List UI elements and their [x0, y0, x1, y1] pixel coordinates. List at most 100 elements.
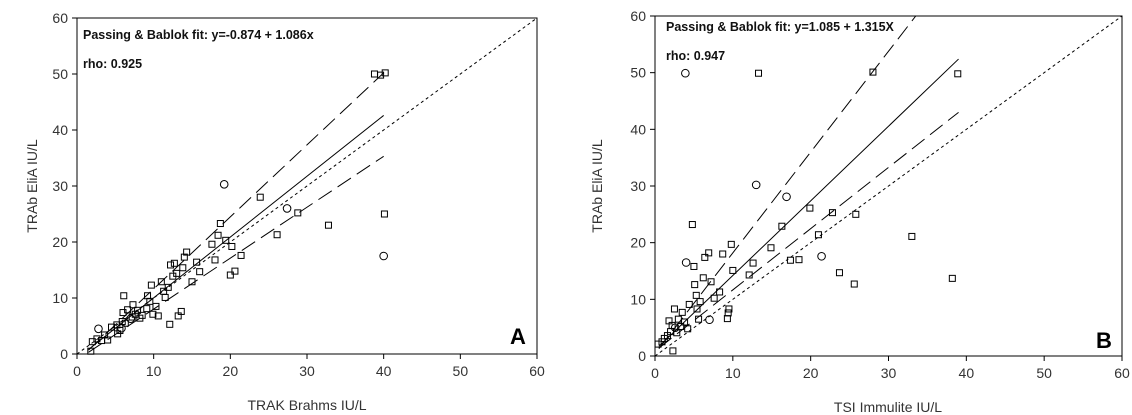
data-point-square: [121, 319, 129, 327]
data-point-square: [377, 71, 385, 79]
upper-ci-line: [88, 72, 385, 351]
data-point-circle: [282, 204, 292, 213]
data-point-circle: [782, 192, 791, 202]
data-point-square: [696, 298, 704, 306]
data-point-square: [778, 222, 786, 230]
data-point-square: [177, 307, 185, 315]
upper-ci-line: [658, 15, 917, 349]
data-point-square: [294, 209, 302, 217]
data-point-square: [131, 310, 139, 318]
data-point-square: [699, 274, 707, 282]
data-point-square: [828, 209, 836, 217]
data-point-square: [729, 266, 737, 274]
data-point-square: [93, 335, 101, 343]
data-point-square: [691, 281, 699, 289]
y-tick-label: 60: [630, 8, 646, 24]
x-tick-label: 60: [529, 363, 545, 379]
data-point-square: [716, 288, 724, 296]
data-point-square: [231, 267, 239, 275]
data-point-square: [727, 240, 735, 248]
data-point-square: [692, 291, 700, 299]
x-tick-label: 0: [651, 365, 659, 381]
data-point-circle: [751, 180, 761, 190]
y-axis-label-a: TRAb EliA IU/L: [24, 139, 40, 233]
y-tick-label: 40: [630, 121, 646, 137]
data-point-square: [324, 221, 332, 229]
data-point-square: [149, 310, 157, 318]
data-point-square: [755, 69, 763, 77]
data-point-square: [678, 308, 686, 316]
data-point-circle: [117, 323, 126, 333]
lower-ci-line: [658, 111, 959, 349]
data-point-square: [745, 271, 753, 279]
data-point-square: [166, 320, 174, 328]
data-point-square: [725, 305, 733, 313]
data-point-square: [668, 321, 676, 329]
fit-line: [88, 115, 384, 350]
y-tick-label: 40: [52, 122, 68, 138]
x-tick-label: 60: [1114, 365, 1130, 381]
data-point-circle: [705, 315, 714, 325]
y-tick-label: 0: [60, 346, 68, 362]
x-tick-label: 20: [223, 363, 239, 379]
fit-equation-a: Passing & Bablok fit: y=-0.874 + 1.086x: [83, 28, 314, 42]
data-point-square: [677, 323, 685, 331]
data-point-square: [161, 293, 169, 301]
data-point-square: [767, 244, 775, 252]
data-point-square: [157, 278, 165, 286]
identity-line: [76, 17, 538, 355]
y-tick-label: 20: [630, 235, 646, 251]
fit-line: [658, 58, 959, 347]
y-tick-label: 10: [630, 291, 646, 307]
y-tick-label: 50: [630, 65, 646, 81]
data-point-square: [124, 306, 132, 314]
data-point-square: [167, 261, 175, 269]
data-point-square: [370, 70, 378, 78]
data-point-square: [685, 300, 693, 308]
identity-line: [654, 15, 1123, 357]
data-point-square: [216, 220, 224, 228]
panel-label-b: B: [1096, 328, 1112, 353]
data-point-square: [723, 315, 731, 323]
data-point-square: [954, 70, 962, 78]
data-point-circle: [219, 180, 229, 189]
data-point-square: [724, 309, 732, 317]
data-point-square: [273, 231, 281, 239]
data-point-square: [208, 240, 216, 248]
data-point-square: [256, 193, 264, 201]
data-point-square: [138, 311, 146, 319]
y-tick-label: 10: [52, 290, 68, 306]
data-point-square: [116, 326, 124, 334]
y-axis-label-b: TRAb EliA IU/L: [589, 139, 605, 233]
data-point-square: [214, 231, 222, 239]
data-point-square: [134, 306, 142, 314]
data-point-square: [719, 250, 727, 258]
data-point-square: [695, 315, 703, 323]
data-point-square: [681, 318, 689, 326]
rho-value-b: rho: 0.947: [666, 49, 725, 63]
data-point-square: [381, 69, 389, 77]
data-point-square: [154, 312, 162, 320]
data-point-square: [129, 301, 137, 309]
y-tick-label: 20: [52, 234, 68, 250]
data-point-square: [196, 268, 204, 276]
data-point-square: [705, 249, 713, 257]
lower-ci-line: [88, 155, 384, 353]
y-tick-label: 0: [638, 348, 646, 364]
data-point-square: [152, 302, 160, 310]
data-point-circle: [379, 251, 388, 261]
fit-equation-b: Passing & Bablok fit: y=1.085 + 1.315X: [666, 20, 895, 34]
data-point-square: [87, 347, 95, 355]
data-point-square: [749, 259, 757, 267]
data-point-square: [222, 236, 230, 244]
x-tick-label: 40: [959, 365, 975, 381]
data-point-square: [237, 251, 245, 259]
x-tick-label: 30: [299, 363, 315, 379]
data-point-square: [380, 210, 388, 218]
data-point-square: [211, 256, 219, 264]
data-point-circle: [681, 258, 691, 267]
data-point-square: [869, 68, 877, 76]
x-tick-label: 20: [803, 365, 819, 381]
data-point-square: [170, 259, 178, 267]
